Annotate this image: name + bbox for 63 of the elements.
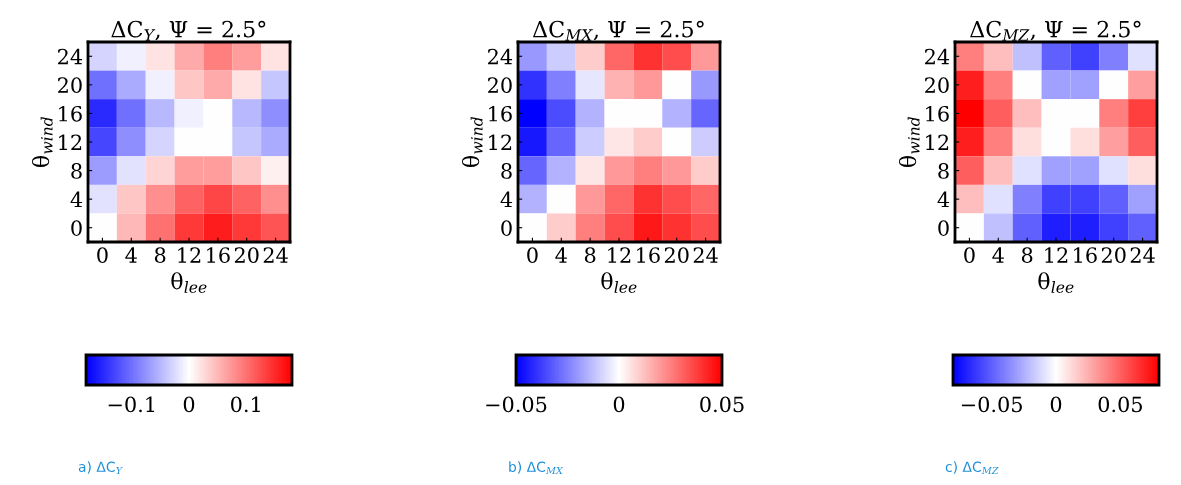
- color-bar-label: −0.05: [486, 396, 547, 413]
- color-bar-label: 0: [183, 396, 195, 413]
- y-axis-title: θ$_{wind}$: [898, 117, 920, 168]
- color-bar-label: 0: [1050, 396, 1062, 413]
- chart-title: ΔC$_{MZ}$, Ψ = 2.5°: [970, 20, 1141, 41]
- color-bar-label: 0.1: [231, 396, 260, 413]
- x-tick-label: 12: [608, 247, 631, 263]
- text: b) ΔC$_{MX}$: [509, 461, 564, 474]
- text: a) ΔC$_{Y}$: [78, 461, 123, 474]
- x-tick-label: 24: [1130, 247, 1155, 263]
- y-tick-label: 8: [501, 163, 512, 179]
- y-tick-label: 16: [59, 105, 82, 122]
- y-tick-label: 12: [59, 134, 82, 150]
- y-tick-label: 12: [489, 134, 512, 150]
- x-tick-label: 24: [263, 247, 288, 263]
- y-tick-label: 4: [500, 191, 513, 208]
- x-tick-label: 0: [527, 247, 538, 263]
- y-tick-label: 24: [488, 48, 513, 65]
- x-tick-label: 0: [964, 247, 975, 263]
- color-bar-label: 0.05: [1098, 396, 1142, 413]
- chart-title: ΔC$_{Y}$, Ψ = 2.5°: [111, 20, 266, 41]
- x-tick-label: 20: [664, 247, 689, 263]
- text: c) ΔC$_{MZ}$: [945, 461, 999, 474]
- y-tick-label: 24: [925, 48, 950, 65]
- chart-title: ΔC$_{MX}$, Ψ = 2.5°: [532, 20, 704, 41]
- y-tick-label: 16: [926, 105, 949, 122]
- x-tick-label: 4: [992, 247, 1004, 263]
- x-axis-title: θ$_{lee}$: [1038, 272, 1074, 293]
- y-tick-label: 16: [489, 105, 512, 122]
- y-tick-label: 20: [488, 77, 512, 94]
- x-tick-label: 0: [97, 247, 108, 263]
- color-bar-label: 0.05: [700, 396, 744, 413]
- y-axis-title: θ$_{wind}$: [461, 117, 483, 168]
- y-tick-label: 0: [71, 220, 82, 236]
- x-tick-label: 20: [1101, 247, 1126, 263]
- x-tick-label: 8: [584, 247, 596, 263]
- y-tick-label: 12: [926, 134, 949, 150]
- x-tick-label: 8: [154, 247, 166, 263]
- x-tick-label: 8: [1021, 247, 1033, 263]
- y-tick-label: 8: [71, 163, 82, 179]
- y-tick-label: 24: [58, 48, 83, 65]
- y-tick-label: 4: [937, 191, 950, 208]
- y-tick-label: 20: [925, 77, 949, 94]
- color-bar-label: 0: [613, 396, 625, 413]
- y-tick-label: 20: [58, 77, 82, 94]
- x-tick-label: 4: [555, 247, 567, 263]
- x-tick-label: 16: [1074, 247, 1097, 263]
- y-tick-label: 4: [70, 191, 83, 208]
- x-axis-title: θ$_{lee}$: [601, 272, 637, 293]
- x-tick-label: 20: [234, 247, 259, 263]
- x-axis-title: θ$_{lee}$: [171, 272, 207, 293]
- color-bar-label: −0.1: [108, 396, 155, 413]
- x-tick-label: 24: [693, 247, 718, 263]
- y-tick-label: 0: [501, 220, 512, 236]
- y-axis-title: θ$_{wind}$: [31, 117, 53, 168]
- y-tick-label: 0: [938, 220, 949, 236]
- y-tick-label: 8: [938, 163, 949, 179]
- color-bar-label: −0.05: [961, 396, 1022, 413]
- x-tick-label: 12: [1045, 247, 1068, 263]
- x-tick-label: 16: [207, 247, 230, 263]
- x-tick-label: 4: [125, 247, 137, 263]
- x-tick-label: 16: [637, 247, 660, 263]
- x-tick-label: 12: [178, 247, 201, 263]
